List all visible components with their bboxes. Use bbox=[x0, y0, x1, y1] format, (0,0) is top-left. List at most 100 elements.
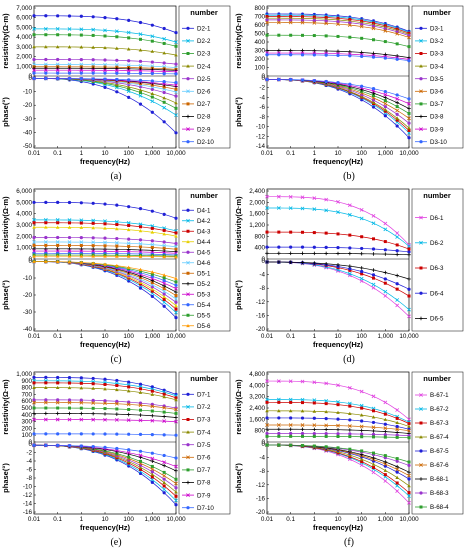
legend-entry: D4-5 bbox=[197, 249, 211, 256]
data-point bbox=[138, 413, 143, 417]
x-tick-label: 10 bbox=[334, 150, 342, 157]
y-tick-label: 0 bbox=[261, 441, 265, 448]
data-point bbox=[139, 467, 142, 471]
data-point bbox=[174, 283, 178, 287]
data-point bbox=[265, 434, 269, 438]
data-point bbox=[383, 462, 388, 466]
data-point bbox=[55, 225, 60, 229]
data-point bbox=[395, 303, 400, 308]
data-point bbox=[32, 76, 36, 81]
data-point bbox=[68, 33, 71, 37]
data-point bbox=[348, 447, 352, 451]
data-point bbox=[138, 71, 143, 76]
data-point bbox=[360, 22, 364, 26]
legend-swatch-marker bbox=[186, 455, 190, 460]
data-point bbox=[289, 431, 293, 436]
legend-entry: D7-10 bbox=[197, 505, 214, 512]
chart-panel-(e): 01002003004005006007008009001,0000-2-4-6… bbox=[1, 371, 231, 548]
data-point bbox=[126, 412, 131, 417]
data-point bbox=[91, 254, 95, 258]
y-tick-label: 0 bbox=[261, 258, 265, 265]
data-point bbox=[174, 276, 178, 280]
data-point bbox=[174, 398, 178, 402]
data-point bbox=[139, 245, 142, 249]
data-point bbox=[407, 463, 411, 468]
data-point bbox=[277, 48, 281, 53]
data-point bbox=[383, 28, 388, 33]
data-point bbox=[372, 237, 375, 241]
data-point bbox=[174, 396, 178, 400]
data-point bbox=[44, 411, 48, 416]
data-point bbox=[162, 294, 166, 299]
y-tick-label: -12 bbox=[256, 482, 266, 489]
y-axis-label-resistivity: resistivity(Ω·m) bbox=[1, 196, 10, 252]
legend-entry: D7-8 bbox=[197, 480, 211, 487]
data-point bbox=[67, 45, 72, 49]
y-tick-label: 800 bbox=[21, 385, 32, 392]
data-point bbox=[138, 238, 143, 242]
data-point bbox=[383, 468, 388, 472]
data-point bbox=[162, 304, 166, 308]
legend-swatch-marker bbox=[419, 291, 423, 295]
data-point bbox=[174, 411, 178, 415]
legend-entry: D7-1 bbox=[197, 392, 211, 399]
data-point bbox=[127, 18, 131, 22]
data-point bbox=[312, 398, 317, 403]
data-point bbox=[383, 426, 388, 431]
legend-swatch-marker bbox=[419, 102, 423, 106]
data-point bbox=[150, 272, 154, 276]
data-point bbox=[43, 417, 48, 422]
y-tick-label: 400 bbox=[254, 39, 265, 46]
data-point bbox=[395, 249, 399, 253]
data-point bbox=[56, 406, 60, 410]
data-point bbox=[139, 387, 142, 391]
data-point bbox=[359, 413, 364, 417]
legend-swatch-marker bbox=[186, 405, 190, 409]
data-point bbox=[265, 206, 269, 210]
data-point bbox=[138, 465, 143, 469]
data-point bbox=[67, 76, 72, 81]
data-point bbox=[372, 38, 375, 42]
series-line-resistivity bbox=[266, 196, 410, 246]
series-line-resistivity bbox=[266, 207, 410, 247]
data-point bbox=[126, 67, 131, 71]
y-tick-label: 0 bbox=[28, 258, 32, 265]
data-point bbox=[139, 37, 142, 41]
data-point bbox=[67, 247, 72, 251]
data-point bbox=[103, 412, 107, 416]
x-axis-label: frequency(Hz) bbox=[313, 340, 364, 349]
data-point bbox=[32, 243, 36, 247]
data-point bbox=[79, 386, 84, 390]
legend-entry: D3-7 bbox=[430, 101, 444, 108]
data-point bbox=[138, 78, 143, 82]
data-point bbox=[103, 226, 107, 230]
data-point bbox=[150, 254, 155, 259]
data-point bbox=[265, 423, 269, 427]
data-point bbox=[348, 82, 352, 86]
data-point bbox=[174, 131, 178, 135]
data-point bbox=[162, 473, 167, 478]
legend-swatch-marker bbox=[419, 407, 423, 411]
data-point bbox=[383, 294, 388, 298]
data-point bbox=[289, 400, 293, 404]
data-point bbox=[324, 197, 329, 202]
data-point bbox=[347, 212, 352, 217]
data-point bbox=[79, 58, 83, 62]
data-point bbox=[91, 68, 96, 73]
data-point bbox=[67, 235, 72, 240]
legend-entry: D4-2 bbox=[197, 218, 211, 225]
data-point bbox=[162, 90, 166, 95]
data-point bbox=[91, 221, 95, 225]
data-point bbox=[138, 207, 143, 211]
legend-swatch-marker bbox=[186, 218, 190, 223]
data-point bbox=[301, 443, 304, 447]
data-point bbox=[407, 136, 411, 140]
legend-box bbox=[411, 188, 464, 332]
legend-swatch-marker bbox=[419, 393, 423, 397]
legend-entry: D2-10 bbox=[197, 139, 214, 146]
data-point bbox=[115, 387, 119, 392]
data-point bbox=[395, 116, 399, 120]
data-point bbox=[103, 16, 107, 20]
data-point bbox=[312, 78, 316, 83]
panel-caption: (b) bbox=[343, 171, 355, 182]
